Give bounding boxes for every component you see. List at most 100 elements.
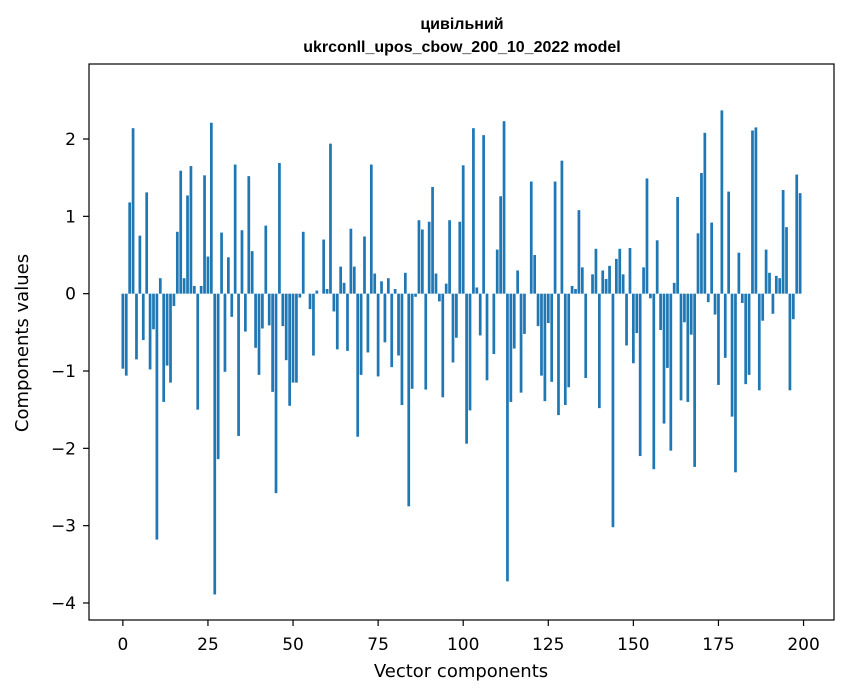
bar [410,293,414,389]
bar [244,293,247,332]
bar [594,248,598,294]
bar [649,293,652,299]
bar [414,293,417,297]
bar [386,278,390,294]
bar [400,293,404,406]
bar [696,233,700,294]
bar [339,266,343,294]
bar [798,193,802,294]
bar [771,293,775,314]
x-axis-ticks: 0 25 50 75 100 125 150 175 200 [117,620,820,655]
bar [424,293,428,390]
bar [717,293,720,385]
bar [373,273,377,294]
bar [614,258,618,294]
bar [186,195,189,294]
bar [250,251,254,294]
bar [693,293,696,467]
bar [672,282,676,294]
bar [175,231,179,294]
y-tick-label: 1 [65,207,76,227]
bar-series [121,110,802,595]
bar [298,293,302,298]
bar [397,293,400,356]
bar [213,293,217,595]
y-axis-ticks: −4 −3 −2 −1 0 1 2 [51,130,89,614]
bar [227,257,230,294]
y-tick-label: −4 [51,594,76,614]
bar [158,278,162,294]
bar [148,293,152,370]
bar [676,197,679,294]
bar [434,273,438,294]
bar [604,278,608,294]
bar [686,293,690,402]
bar [495,249,499,294]
bar [220,232,223,294]
bar [611,293,615,528]
bar [689,293,693,335]
bar [747,293,751,375]
bar [625,293,628,346]
bar [278,162,281,294]
bar [152,293,155,330]
bar [754,127,758,294]
bar [458,221,462,294]
y-tick-label: −1 [51,362,76,382]
bar [240,230,244,294]
bar [421,229,424,294]
bar [390,293,394,368]
plot-area-frame [88,63,835,621]
bar [509,293,513,402]
bar [482,135,485,294]
bar [700,173,703,294]
bar [138,235,142,294]
bar [209,122,213,294]
bar [628,248,632,294]
bar [761,293,765,321]
bar [723,293,727,358]
bar [141,293,145,341]
bar [516,270,520,294]
bar [206,256,210,294]
bar [795,174,799,294]
bar [267,293,271,326]
bar [737,252,741,294]
bar [553,181,557,294]
bar [567,293,571,388]
bar [632,293,635,364]
bar [475,287,479,294]
bar [601,270,605,294]
x-tick-label: 100 [447,635,479,655]
bar [557,293,560,416]
bar [325,289,329,294]
bar [468,293,472,411]
bar [169,293,172,383]
bar [135,293,138,360]
bar [216,293,220,460]
bar [301,231,305,294]
bar [710,222,714,294]
bar [683,293,686,323]
bar [703,132,707,294]
bar [713,293,717,315]
bar [356,293,360,437]
bar [720,110,724,294]
bar [635,293,639,334]
bar [281,293,285,327]
bar [196,293,200,410]
bar [706,293,710,303]
bar [652,293,656,470]
y-tick-label: −2 [51,439,76,459]
bar [438,293,441,302]
x-tick-label: 150 [617,635,649,655]
bar [550,293,554,382]
x-tick-label: 50 [282,635,304,655]
bar [727,191,731,294]
bar [519,293,523,393]
bar [645,178,649,294]
bar [346,293,349,351]
bar [352,266,356,294]
bar [165,293,169,366]
bar [155,293,159,540]
